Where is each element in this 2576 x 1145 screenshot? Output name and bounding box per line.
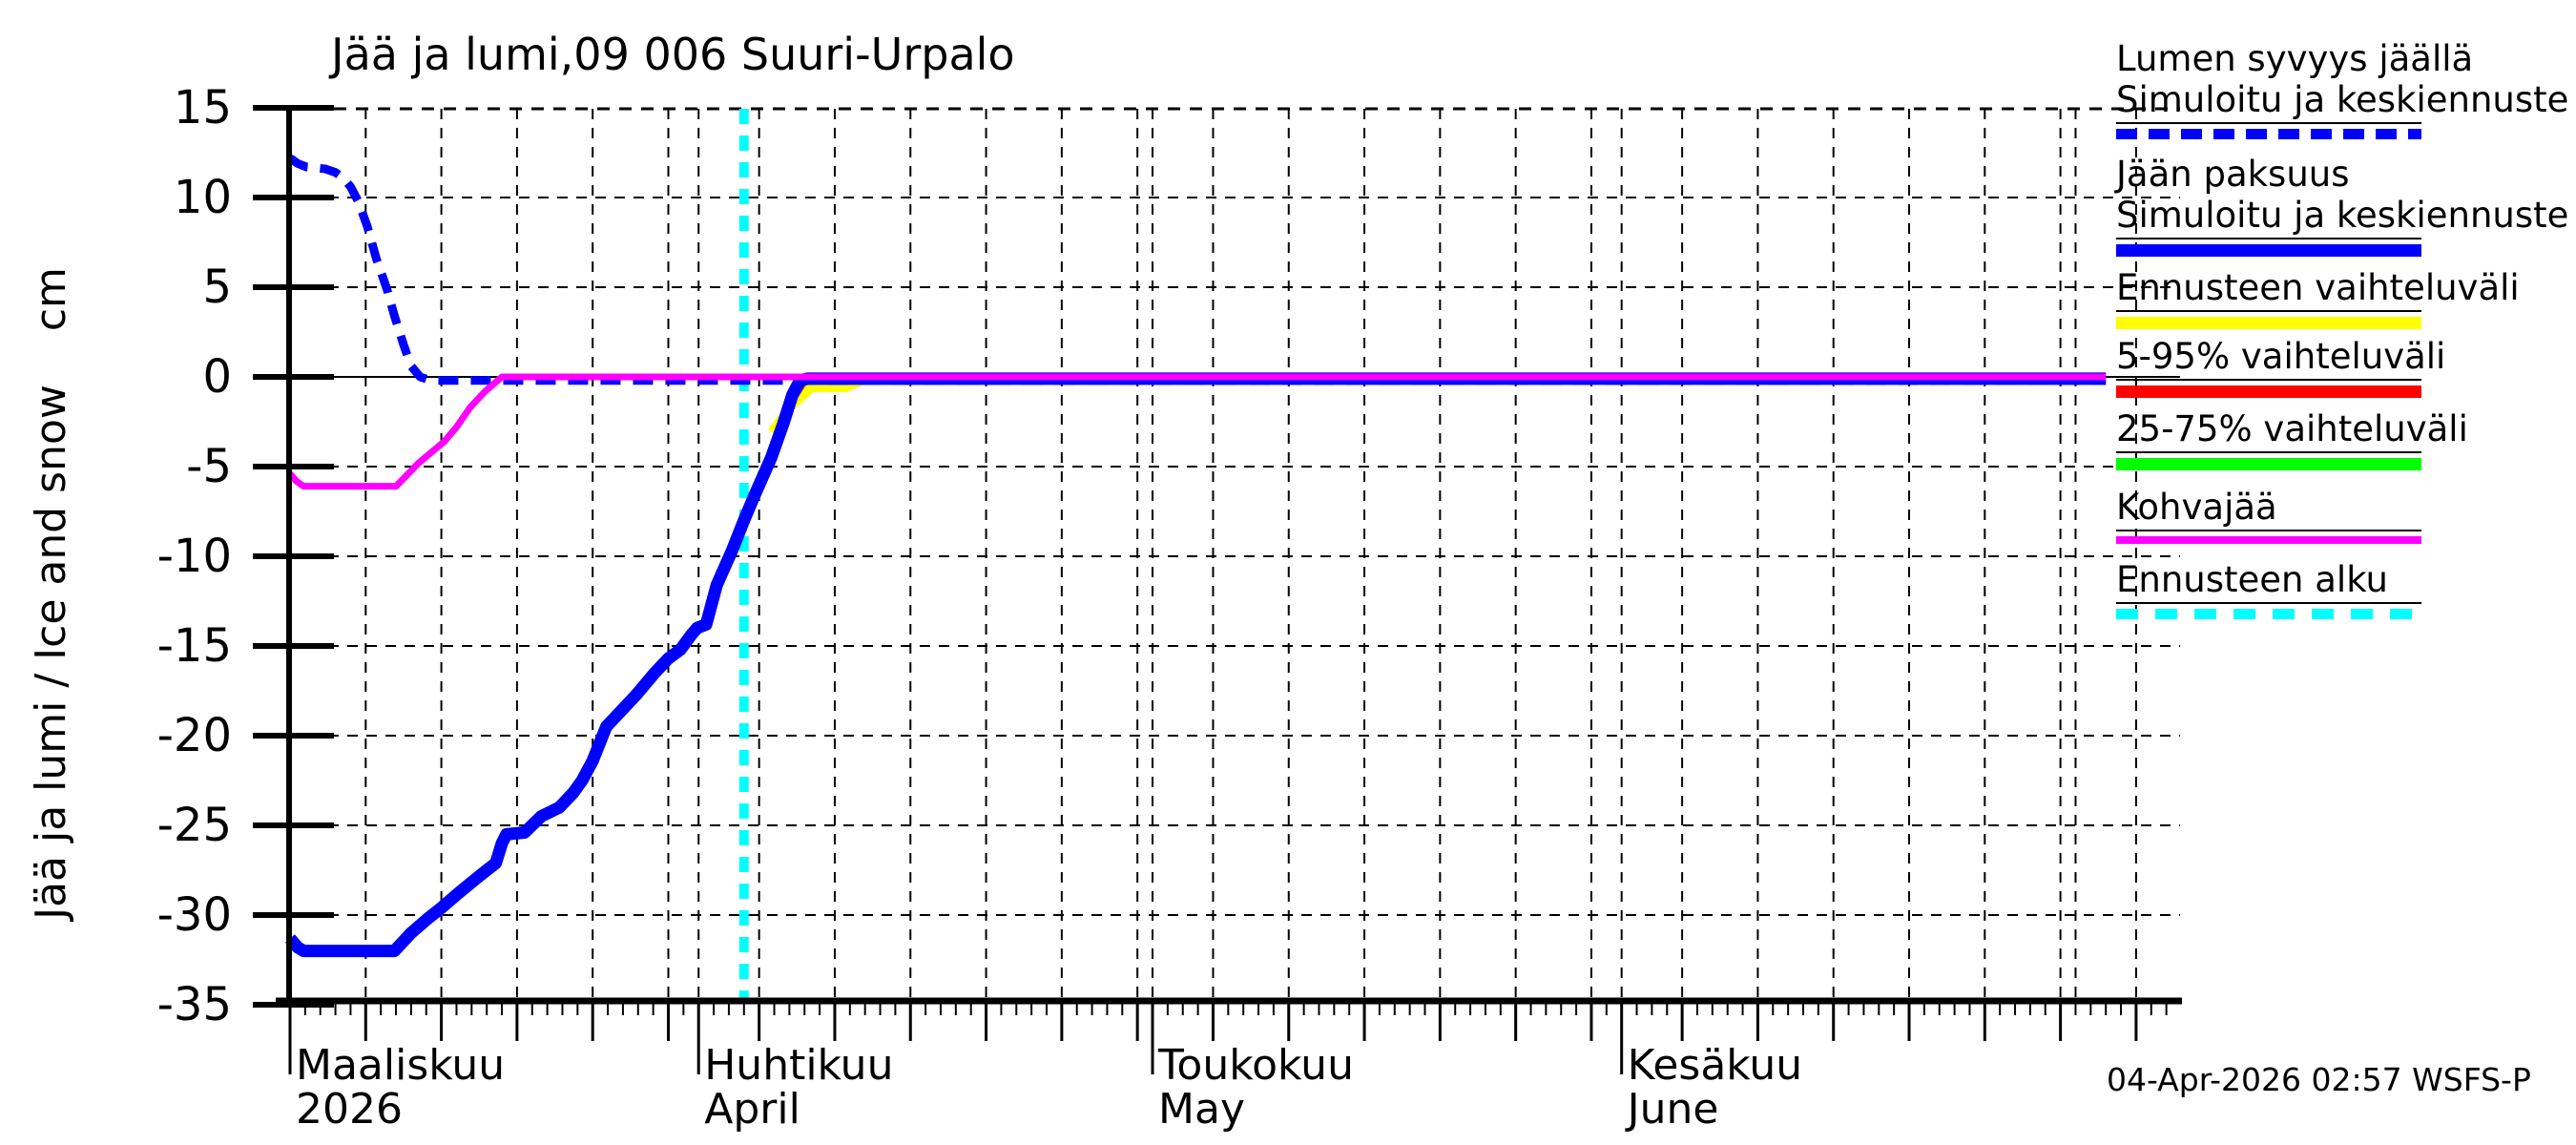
timestamp: 04-Apr-2026 02:57 WSFS-P <box>2107 1061 2531 1098</box>
legend-label-line2: Simuloitu ja keskiennuste <box>2116 79 2569 120</box>
legend-entry-forecast-range: Ennusteen vaihteluväli <box>2116 267 2565 329</box>
legend-entry-ice-thickness: Jään paksuus Simuloitu ja keskiennuste <box>2116 154 2569 257</box>
series-ice-thickness <box>285 372 2107 958</box>
x-month-label: April <box>704 1085 800 1134</box>
dashed-cyan-line-sample <box>2116 609 2421 619</box>
legend-entry-range-5-95: 5-95% vaihteluväli <box>2116 336 2565 398</box>
green-line-sample <box>2116 458 2421 470</box>
yellow-line-sample <box>2116 317 2421 329</box>
y-tick-label: -10 <box>156 530 232 583</box>
x-month-label: Huhtikuu <box>704 1041 894 1090</box>
y-tick-label: -5 <box>186 440 232 493</box>
legend-rule <box>2116 379 2421 381</box>
legend-rule <box>2116 310 2421 312</box>
legend-rule <box>2116 530 2421 531</box>
y-tick-label: -35 <box>156 978 232 1031</box>
legend-label: Ennusteen vaihteluväli <box>2116 267 2520 308</box>
series-kohvajaa <box>287 373 2107 490</box>
y-tick-label: 15 <box>173 81 232 135</box>
legend-label: 25-75% vaihteluväli <box>2116 408 2468 449</box>
x-month-label: May <box>1158 1085 1245 1134</box>
y-tick-label: 0 <box>202 350 232 404</box>
legend-entry-forecast-start: Ennusteen alku <box>2116 559 2565 619</box>
legend-entry-range-25-75: 25-75% vaihteluväli <box>2116 408 2565 470</box>
y-tick-label: 10 <box>173 171 232 224</box>
legend-label: 5-95% vaihteluväli <box>2116 336 2446 377</box>
legend-label: Lumen syvyys jäällä <box>2116 38 2474 79</box>
chart-title: Jää ja lumi,09 006 Suuri-Urpalo <box>331 29 1015 80</box>
magenta-line-sample <box>2116 536 2421 544</box>
legend-entry-snow-depth: Lumen syvyys jäällä Simuloitu ja keskien… <box>2116 38 2569 139</box>
legend-rule <box>2116 602 2421 604</box>
x-month-label: June <box>1627 1085 1719 1134</box>
legend-label: Jään paksuus <box>2116 154 2350 195</box>
solid-blue-line-sample <box>2116 244 2421 257</box>
y-tick-label: -30 <box>156 888 232 942</box>
x-month-label: 2026 <box>296 1085 403 1134</box>
legend-entry-kohvajaa: Kohvajää <box>2116 487 2565 544</box>
x-month-label: Maaliskuu <box>296 1041 506 1090</box>
x-month-label: Kesäkuu <box>1627 1041 1803 1090</box>
legend-rule <box>2116 451 2421 453</box>
legend-label-line2: Simuloitu ja keskiennuste <box>2116 195 2569 236</box>
legend-label: Ennusteen alku <box>2116 559 2388 600</box>
series-snow-depth <box>287 154 2107 385</box>
legend-rule <box>2116 238 2421 239</box>
y-tick-label: -15 <box>156 619 232 673</box>
legend-label: Kohvajää <box>2116 487 2277 528</box>
red-line-sample <box>2116 385 2421 398</box>
y-tick-label: -25 <box>156 799 232 852</box>
y-tick-label: -20 <box>156 709 232 762</box>
legend-rule <box>2116 122 2421 124</box>
x-month-label: Toukokuu <box>1158 1041 1354 1090</box>
y-tick-label: 5 <box>202 260 232 314</box>
dashed-blue-line-sample <box>2116 129 2421 139</box>
